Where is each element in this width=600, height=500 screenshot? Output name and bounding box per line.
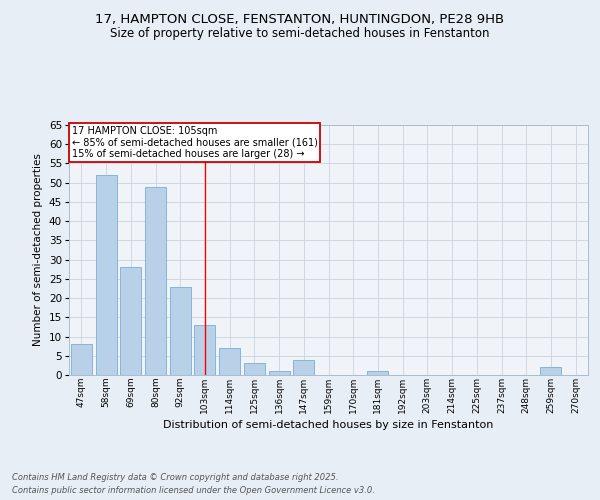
Bar [170, 286, 191, 375]
Text: 17, HAMPTON CLOSE, FENSTANTON, HUNTINGDON, PE28 9HB: 17, HAMPTON CLOSE, FENSTANTON, HUNTINGDO… [95, 12, 505, 26]
Bar [95, 175, 116, 375]
Text: 17 HAMPTON CLOSE: 105sqm
← 85% of semi-detached houses are smaller (161)
15% of : 17 HAMPTON CLOSE: 105sqm ← 85% of semi-d… [71, 126, 317, 160]
Bar [541, 368, 562, 375]
Bar [71, 344, 92, 375]
Bar [269, 371, 290, 375]
Text: Contains public sector information licensed under the Open Government Licence v3: Contains public sector information licen… [12, 486, 375, 495]
Bar [244, 364, 265, 375]
Bar [145, 186, 166, 375]
Text: Contains HM Land Registry data © Crown copyright and database right 2025.: Contains HM Land Registry data © Crown c… [12, 474, 338, 482]
Bar [120, 268, 141, 375]
Bar [293, 360, 314, 375]
X-axis label: Distribution of semi-detached houses by size in Fenstanton: Distribution of semi-detached houses by … [163, 420, 494, 430]
Bar [367, 371, 388, 375]
Y-axis label: Number of semi-detached properties: Number of semi-detached properties [33, 154, 43, 346]
Bar [194, 325, 215, 375]
Text: Size of property relative to semi-detached houses in Fenstanton: Size of property relative to semi-detach… [110, 28, 490, 40]
Bar [219, 348, 240, 375]
